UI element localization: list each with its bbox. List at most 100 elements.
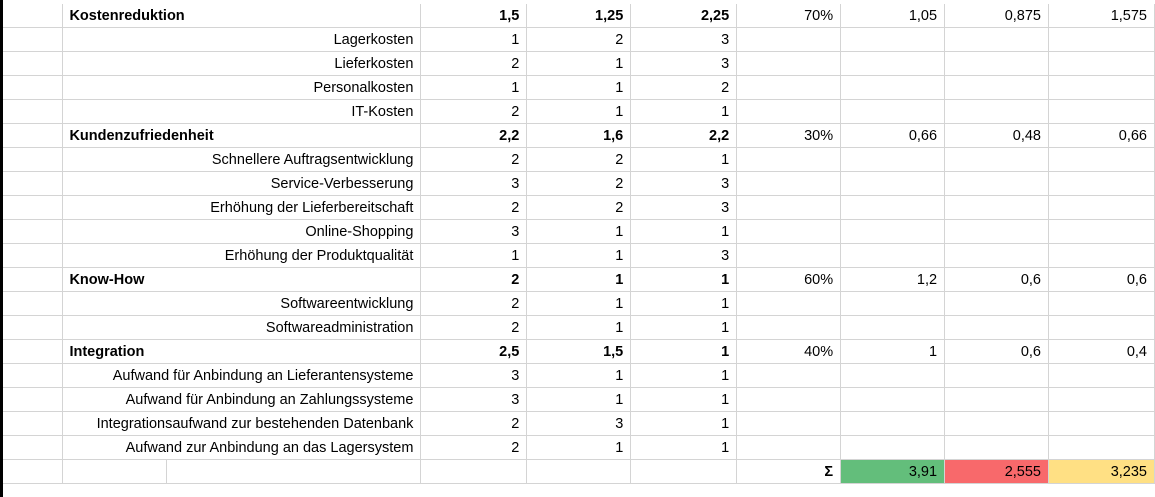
weighted-c-cell[interactable] [1048, 363, 1155, 388]
score-c-cell[interactable]: 1 [630, 363, 738, 388]
weighted-a-cell[interactable] [840, 291, 946, 316]
criterion-label-cell[interactable]: IT-Kosten [62, 99, 422, 124]
score-c-cell[interactable]: 1 [630, 147, 738, 172]
cell-empty[interactable] [3, 27, 64, 52]
score-a-cell[interactable]: 3 [420, 219, 528, 244]
weight-cell[interactable]: 40% [736, 339, 842, 364]
weighted-c-cell[interactable] [1048, 171, 1155, 196]
weighted-a-cell[interactable]: 1,05 [840, 4, 946, 28]
score-a-cell[interactable]: 2 [420, 315, 528, 340]
weighted-c-cell[interactable]: 1,575 [1048, 4, 1155, 28]
weighted-a-cell[interactable] [840, 51, 946, 76]
cell-empty[interactable] [3, 123, 64, 148]
weighted-b-cell[interactable] [944, 243, 1049, 268]
weighted-c-cell[interactable] [1048, 147, 1155, 172]
criterion-label-cell[interactable]: Personalkosten [62, 75, 422, 100]
score-a-cell[interactable]: 2,5 [420, 339, 528, 364]
score-c-cell[interactable]: 3 [630, 27, 738, 52]
score-c-cell[interactable]: 3 [630, 243, 738, 268]
weighted-b-cell[interactable]: 0,875 [944, 4, 1049, 28]
criterion-label-cell[interactable]: Aufwand zur Anbindung an das Lagersystem [62, 435, 422, 460]
cell-empty[interactable] [3, 459, 64, 484]
weighted-a-cell[interactable] [840, 219, 946, 244]
weighted-c-cell[interactable]: 0,4 [1048, 339, 1155, 364]
weighted-b-cell[interactable] [944, 195, 1049, 220]
score-b-cell[interactable]: 1 [526, 267, 632, 292]
criterion-label-cell[interactable]: Service-Verbesserung [62, 171, 422, 196]
score-c-cell[interactable]: 1 [630, 219, 738, 244]
score-b-cell[interactable]: 1 [526, 315, 632, 340]
score-a-cell[interactable]: 2 [420, 411, 528, 436]
weight-cell[interactable] [736, 363, 842, 388]
score-a-cell[interactable]: 2 [420, 147, 528, 172]
weight-cell[interactable] [736, 147, 842, 172]
weighted-a-cell[interactable] [840, 171, 946, 196]
score-a-cell[interactable]: 1 [420, 243, 528, 268]
weighted-a-cell[interactable]: 1,2 [840, 267, 946, 292]
weighted-c-cell[interactable] [1048, 219, 1155, 244]
score-c-cell[interactable]: 1 [630, 267, 738, 292]
weighted-c-cell[interactable] [1048, 315, 1155, 340]
score-c-cell[interactable]: 1 [630, 387, 738, 412]
total-b-cell[interactable]: 2,555 [944, 459, 1049, 484]
weight-cell[interactable] [736, 243, 842, 268]
score-b-cell[interactable]: 1 [526, 99, 632, 124]
score-b-cell[interactable]: 1 [526, 363, 632, 388]
cell-empty[interactable] [3, 387, 64, 412]
weighted-a-cell[interactable] [840, 435, 946, 460]
criterion-label-cell[interactable]: Erhöhung der Lieferbereitschaft [62, 195, 422, 220]
score-b-cell[interactable]: 2 [526, 171, 632, 196]
weight-cell[interactable] [736, 219, 842, 244]
cell-empty[interactable] [3, 339, 64, 364]
score-b-cell[interactable]: 1 [526, 51, 632, 76]
weighted-c-cell[interactable] [1048, 99, 1155, 124]
score-b-cell[interactable]: 1 [526, 219, 632, 244]
cell-empty[interactable] [526, 459, 632, 484]
weighted-a-cell[interactable] [840, 27, 946, 52]
weighted-b-cell[interactable] [944, 291, 1049, 316]
sigma-cell[interactable]: Σ [736, 459, 842, 484]
cell-empty[interactable] [62, 459, 168, 484]
score-a-cell[interactable]: 1,5 [420, 4, 528, 28]
weighted-c-cell[interactable] [1048, 291, 1155, 316]
group-label-cell[interactable]: Know-How [62, 267, 422, 292]
cell-empty[interactable] [3, 243, 64, 268]
score-a-cell[interactable]: 1 [420, 75, 528, 100]
score-a-cell[interactable]: 2 [420, 435, 528, 460]
cell-empty[interactable] [630, 459, 738, 484]
score-c-cell[interactable]: 2,25 [630, 4, 738, 28]
weighted-b-cell[interactable]: 0,6 [944, 339, 1049, 364]
score-c-cell[interactable]: 2,2 [630, 123, 738, 148]
cell-empty[interactable] [3, 363, 64, 388]
score-b-cell[interactable]: 2 [526, 27, 632, 52]
weight-cell[interactable] [736, 411, 842, 436]
score-b-cell[interactable]: 1 [526, 387, 632, 412]
weighted-b-cell[interactable] [944, 75, 1049, 100]
criterion-label-cell[interactable]: Erhöhung der Produktqualität [62, 243, 422, 268]
score-a-cell[interactable]: 2 [420, 51, 528, 76]
weight-cell[interactable] [736, 27, 842, 52]
weight-cell[interactable] [736, 435, 842, 460]
cell-empty[interactable] [3, 99, 64, 124]
criterion-label-cell[interactable]: Schnellere Auftragsentwicklung [62, 147, 422, 172]
score-a-cell[interactable]: 3 [420, 387, 528, 412]
score-a-cell[interactable]: 2 [420, 195, 528, 220]
weighted-b-cell[interactable] [944, 387, 1049, 412]
criterion-label-cell[interactable]: Softwareentwicklung [62, 291, 422, 316]
weighted-a-cell[interactable]: 0,66 [840, 123, 946, 148]
cell-empty[interactable] [166, 459, 422, 484]
weighted-b-cell[interactable] [944, 435, 1049, 460]
score-a-cell[interactable]: 2 [420, 99, 528, 124]
cell-empty[interactable] [3, 267, 64, 292]
weight-cell[interactable] [736, 75, 842, 100]
score-b-cell[interactable]: 1,5 [526, 339, 632, 364]
weighted-b-cell[interactable] [944, 99, 1049, 124]
group-label-cell[interactable]: Kundenzufriedenheit [62, 123, 422, 148]
score-c-cell[interactable]: 1 [630, 99, 738, 124]
cell-empty[interactable] [3, 291, 64, 316]
cell-empty[interactable] [3, 411, 64, 436]
criterion-label-cell[interactable]: Online-Shopping [62, 219, 422, 244]
weight-cell[interactable] [736, 99, 842, 124]
cell-empty[interactable] [3, 315, 64, 340]
score-a-cell[interactable]: 2 [420, 291, 528, 316]
